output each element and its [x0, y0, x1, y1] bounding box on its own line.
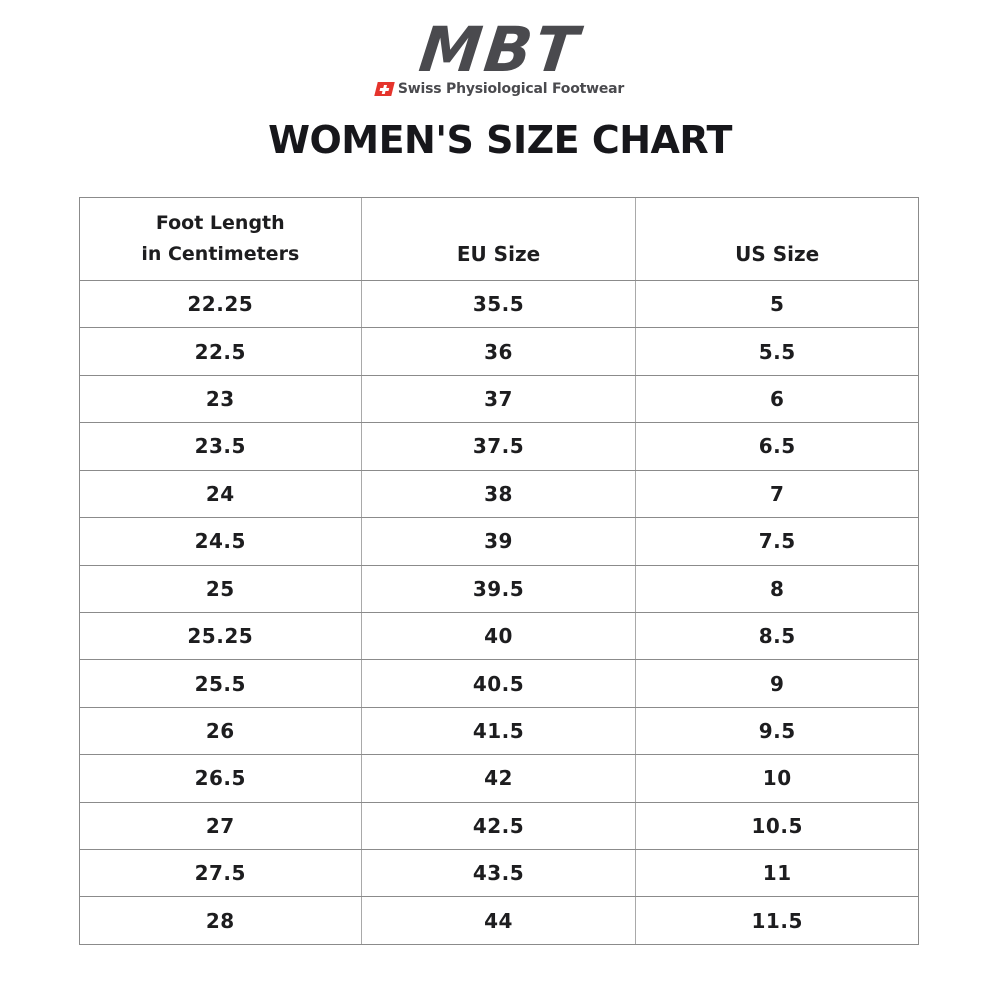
cell-foot-length-cm: 22.25: [80, 281, 362, 328]
cell-eu-size: 41.5: [362, 707, 637, 755]
table-row: 22.25 35.5 5: [80, 281, 918, 329]
swiss-flag-icon: [374, 82, 395, 96]
cell-foot-length-cm: 25.5: [80, 660, 362, 707]
table-body: 22.25 35.5 5 22.5 36 5.5 23 37 6 23.5 37.5 6.5 24 38 7…: [80, 281, 918, 944]
table-row: 28 44 11.5: [80, 897, 918, 944]
table-row: 25.25 40 8.5: [80, 612, 918, 661]
cell-eu-size: 39.5: [362, 565, 637, 612]
brand-tagline-row: Swiss Physiological Footwear: [374, 81, 625, 97]
cell-eu-size: 36: [362, 328, 637, 375]
cell-foot-length-cm: 25: [80, 565, 362, 612]
cell-foot-length-cm: 27: [80, 802, 362, 850]
col-header-foot-length: Foot Length in Centimeters: [80, 198, 362, 280]
col-header-foot-length-line2: in Centimeters: [141, 243, 300, 265]
table-row: 25 39.5 8: [80, 565, 918, 613]
col-header-us-size: US Size: [735, 242, 820, 266]
table-row: 27.5 43.5 11: [80, 850, 918, 898]
table-row: 23.5 37.5 6.5: [80, 423, 918, 471]
cell-eu-size: 42: [362, 755, 637, 802]
cell-eu-size: 35.5: [362, 281, 637, 328]
cell-us-size: 6: [769, 387, 785, 412]
cell-foot-length-cm: 22.5: [80, 328, 362, 375]
cell-foot-length-cm: 26.5: [80, 755, 362, 802]
cell-us-size: 8: [769, 576, 785, 601]
table-row: 24.5 39 7.5: [80, 518, 918, 566]
table-row: 27 42.5 10.5: [80, 802, 918, 851]
cell-foot-length-cm: 27.5: [80, 850, 362, 897]
cell-foot-length-cm: 28: [80, 897, 362, 944]
table-row: 26.5 42 10: [80, 755, 918, 803]
cell-eu-size: 43.5: [362, 850, 637, 897]
cell-foot-length-cm: 23: [80, 375, 362, 423]
cell-foot-length-cm: 26: [80, 707, 362, 755]
cell-eu-size: 39: [362, 518, 637, 565]
cell-eu-size: 37.5: [362, 423, 637, 470]
cell-us-size: 7.5: [758, 529, 796, 554]
cell-us-size: 8.5: [758, 624, 796, 649]
cell-us-size: 9: [769, 671, 785, 696]
table-row: 23 37 6: [80, 375, 918, 424]
page-title: WOMEN'S SIZE CHART: [268, 118, 732, 162]
cell-eu-size: 44: [362, 897, 637, 944]
col-header-foot-length-line1: Foot Length: [155, 212, 285, 234]
cell-us-size: 7: [769, 481, 785, 506]
cell-eu-size: 42.5: [362, 802, 637, 850]
cell-foot-length-cm: 25.25: [80, 612, 362, 660]
size-chart-table: Foot Length in Centimeters EU Size US Si…: [79, 197, 919, 945]
cell-us-size: 10.5: [751, 813, 803, 838]
cell-us-size: 5.5: [758, 339, 796, 364]
cell-foot-length-cm: 24.5: [80, 518, 362, 565]
cell-us-size: 9.5: [758, 719, 796, 743]
table-header-row: Foot Length in Centimeters EU Size US Si…: [80, 198, 918, 281]
cell-eu-size: 40.5: [362, 660, 637, 707]
cell-us-size: 10: [762, 766, 792, 791]
cell-us-size: 11: [762, 861, 792, 886]
cell-us-size: 11.5: [751, 908, 803, 933]
brand-tagline: Swiss Physiological Footwear: [397, 81, 625, 97]
cell-eu-size: 40: [362, 612, 637, 660]
table-row: 25.5 40.5 9: [80, 660, 918, 708]
cell-foot-length-cm: 24: [80, 470, 362, 518]
table-row: 26 41.5 9.5: [80, 707, 918, 756]
cell-us-size: 6.5: [758, 434, 796, 459]
cell-us-size: 5: [769, 292, 785, 317]
cell-eu-size: 38: [362, 470, 637, 518]
table-row: 24 38 7: [80, 470, 918, 519]
col-header-eu-size: EU Size: [362, 198, 637, 280]
brand-wordmark: MBT: [415, 13, 585, 86]
cell-eu-size: 37: [362, 375, 637, 423]
table-row: 22.5 36 5.5: [80, 328, 918, 376]
brand-logo: MBT Swiss Physiological Footwear: [0, 13, 1000, 97]
cell-foot-length-cm: 23.5: [80, 423, 362, 470]
